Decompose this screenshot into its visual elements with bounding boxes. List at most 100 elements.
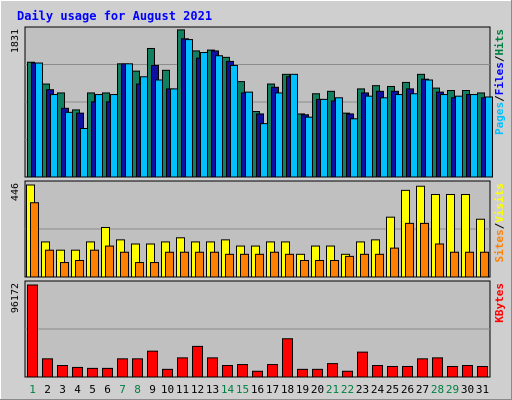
x-tick-label-day-11: 11 bbox=[176, 383, 189, 396]
bar-pages-day-17 bbox=[275, 92, 283, 178]
y-max-label: 446 bbox=[10, 183, 21, 201]
bar-pages-day-21 bbox=[335, 97, 343, 178]
legend-entry: KBytes bbox=[493, 283, 506, 323]
bar-sites-day-19 bbox=[300, 259, 309, 278]
x-tick-label-day-21: 21 bbox=[326, 383, 339, 396]
bar-pages-day-26 bbox=[410, 93, 418, 178]
legend-entry: / bbox=[493, 95, 506, 102]
x-tick-label-day-9: 9 bbox=[149, 383, 156, 396]
bar-pages-day-13 bbox=[215, 55, 223, 178]
bar-pages-day-16 bbox=[260, 123, 268, 178]
bar-pages-day-3 bbox=[65, 111, 73, 178]
bar-pages-day-5 bbox=[95, 94, 103, 178]
bar-sites-day-27 bbox=[420, 222, 429, 278]
bar-pages-day-25 bbox=[395, 94, 403, 178]
series-pages bbox=[35, 39, 493, 178]
legend-entry: Sites bbox=[493, 229, 506, 262]
legend-entry: / bbox=[493, 222, 506, 229]
legend: Pages/Files/Hits bbox=[493, 29, 506, 135]
bar-kbytes-day-7 bbox=[117, 358, 128, 378]
x-tick-label-day-26: 26 bbox=[401, 383, 414, 396]
bar-sites-day-26 bbox=[405, 222, 414, 278]
bar-sites-day-15 bbox=[240, 253, 249, 278]
bar-kbytes-day-25 bbox=[387, 365, 398, 378]
bar-kbytes-day-21 bbox=[327, 363, 338, 378]
x-tick-label-day-17: 17 bbox=[266, 383, 279, 396]
legend: KBytes bbox=[493, 283, 506, 323]
bar-kbytes-day-8 bbox=[132, 358, 143, 378]
chart-title: Daily usage for August 2021 bbox=[17, 9, 212, 23]
bar-pages-day-14 bbox=[230, 64, 238, 178]
x-tick-label-day-7: 7 bbox=[119, 383, 126, 396]
x-axis-day-labels: 1 2 3 4 5 6 7 8 9 10 11 12 13 14 15 16 17 18 19 20 21 22 23 24 2… bbox=[29, 383, 489, 396]
bar-kbytes-day-26 bbox=[402, 365, 413, 378]
bar-kbytes-day-30 bbox=[462, 365, 473, 378]
bar-sites-day-31 bbox=[480, 251, 489, 278]
bar-sites-day-7 bbox=[120, 251, 129, 278]
bar-pages-day-8 bbox=[140, 76, 148, 178]
x-tick-label-day-6: 6 bbox=[104, 383, 111, 396]
x-tick-label-day-25: 25 bbox=[386, 383, 399, 396]
x-tick-label-day-16: 16 bbox=[251, 383, 264, 396]
x-tick-label-day-14: 14 bbox=[221, 383, 235, 396]
bar-kbytes-day-5 bbox=[87, 367, 98, 378]
series-sites bbox=[30, 202, 489, 278]
bar-sites-day-12 bbox=[195, 251, 204, 278]
bar-sites-day-23 bbox=[360, 253, 369, 278]
bar-kbytes-day-15 bbox=[237, 364, 248, 378]
bar-sites-day-18 bbox=[285, 253, 294, 278]
bar-pages-day-15 bbox=[245, 91, 253, 178]
bar-sites-day-2 bbox=[45, 249, 54, 278]
x-tick-label-day-12: 12 bbox=[191, 383, 204, 396]
legend-entry: Visits bbox=[493, 183, 506, 223]
panel-hits-files-pages: 1831 Pages/Files/Hits bbox=[10, 26, 506, 178]
x-tick-label-day-13: 13 bbox=[206, 383, 219, 396]
bar-pages-day-30 bbox=[470, 94, 478, 178]
bar-pages-day-11 bbox=[185, 39, 193, 178]
x-tick-label-day-3: 3 bbox=[59, 383, 66, 396]
y-max-label: 96172 bbox=[10, 283, 21, 313]
x-tick-label-day-15: 15 bbox=[236, 383, 249, 396]
bar-pages-day-22 bbox=[350, 118, 358, 178]
bar-kbytes-day-9 bbox=[147, 350, 158, 378]
legend-entry: Pages bbox=[493, 102, 506, 135]
bar-pages-day-10 bbox=[170, 88, 178, 178]
y-max-label: 1831 bbox=[10, 29, 21, 53]
bar-sites-day-29 bbox=[450, 251, 459, 278]
bar-sites-day-30 bbox=[465, 251, 474, 278]
legend-entry: / bbox=[493, 55, 506, 62]
bar-pages-day-4 bbox=[80, 128, 88, 178]
series-kbytes bbox=[27, 284, 488, 378]
bar-sites-day-1 bbox=[30, 202, 39, 278]
bar-pages-day-1 bbox=[35, 62, 43, 178]
bar-kbytes-day-10 bbox=[162, 368, 173, 378]
bar-kbytes-day-20 bbox=[312, 368, 323, 378]
bar-sites-day-22 bbox=[345, 255, 354, 278]
bar-sites-day-13 bbox=[210, 251, 219, 278]
bar-kbytes-day-12 bbox=[192, 345, 203, 378]
bar-sites-day-20 bbox=[315, 259, 324, 278]
bar-kbytes-day-4 bbox=[72, 366, 83, 378]
x-tick-label-day-29: 29 bbox=[446, 383, 459, 396]
bar-sites-day-14 bbox=[225, 253, 234, 278]
chart-panels: 1831Pages/Files/Hits446Sites/Visits96172… bbox=[10, 26, 506, 378]
bar-kbytes-day-18 bbox=[282, 338, 293, 378]
x-tick-label-day-24: 24 bbox=[371, 383, 385, 396]
bar-pages-day-18 bbox=[290, 73, 298, 178]
bar-kbytes-day-1 bbox=[27, 284, 38, 378]
bar-kbytes-day-22 bbox=[342, 370, 353, 378]
x-tick-label-day-30: 30 bbox=[461, 383, 474, 396]
bar-kbytes-day-23 bbox=[357, 351, 368, 378]
bar-pages-day-29 bbox=[455, 95, 463, 178]
bar-pages-day-12 bbox=[200, 52, 208, 178]
legend-entry: Hits bbox=[493, 29, 506, 56]
bar-pages-day-24 bbox=[380, 97, 388, 178]
bar-sites-day-5 bbox=[90, 249, 99, 278]
bar-kbytes-day-14 bbox=[222, 365, 233, 378]
panel-visits-sites: 446 Sites/Visits bbox=[10, 180, 506, 278]
bar-pages-day-2 bbox=[50, 94, 58, 178]
bar-sites-day-4 bbox=[75, 259, 84, 278]
bar-sites-day-21 bbox=[330, 259, 339, 278]
bar-kbytes-day-3 bbox=[57, 365, 68, 378]
